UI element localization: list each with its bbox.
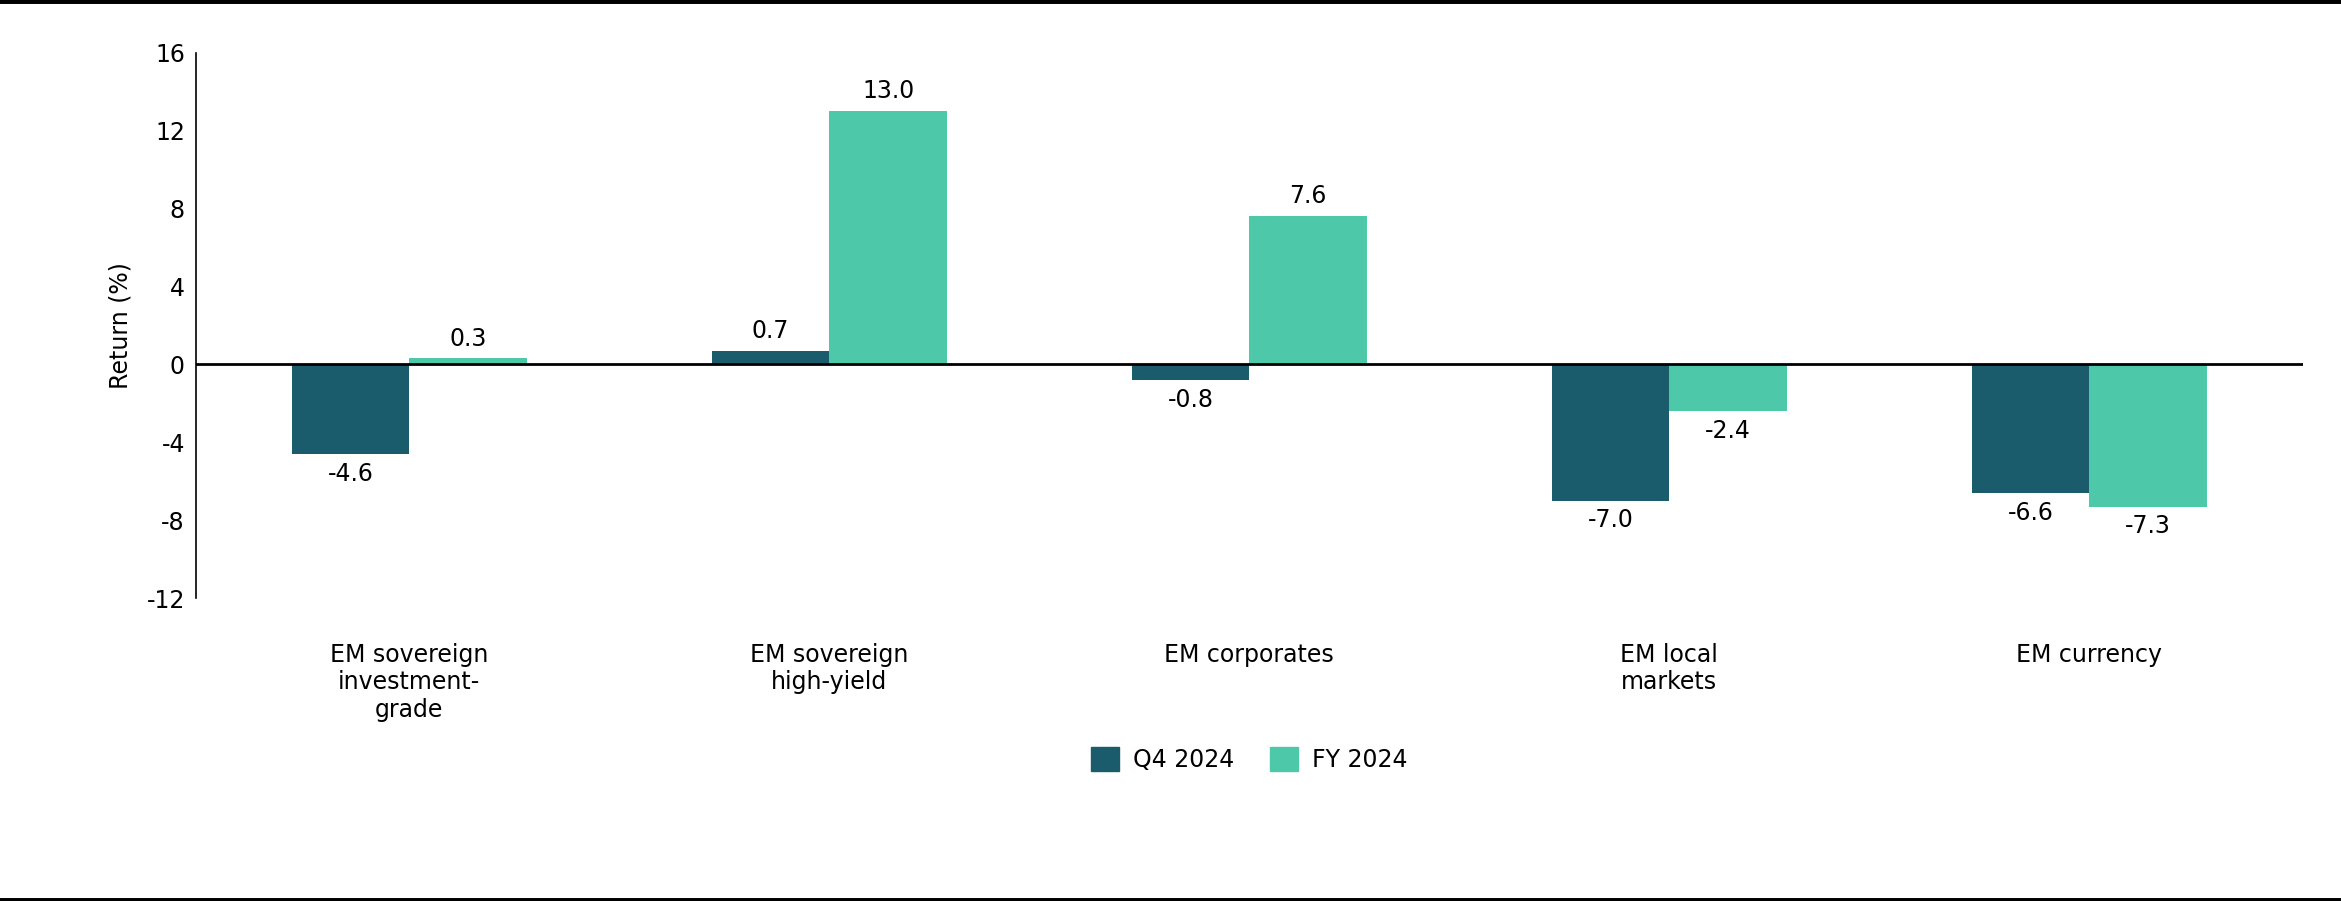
Text: -0.8: -0.8 xyxy=(1168,387,1213,412)
Legend: Q4 2024, FY 2024: Q4 2024, FY 2024 xyxy=(1082,737,1416,781)
Bar xyxy=(829,111,946,364)
Text: -7.3: -7.3 xyxy=(2126,514,2170,538)
Bar xyxy=(410,359,527,364)
Text: 0.7: 0.7 xyxy=(751,319,789,343)
Bar xyxy=(293,364,410,454)
Text: 7.6: 7.6 xyxy=(1290,185,1327,208)
Y-axis label: Return (%): Return (%) xyxy=(108,262,133,388)
Bar xyxy=(1552,364,1669,501)
Text: -2.4: -2.4 xyxy=(1704,419,1751,442)
Text: -7.0: -7.0 xyxy=(1587,508,1634,532)
Bar xyxy=(712,350,829,364)
Text: -4.6: -4.6 xyxy=(328,461,375,486)
Bar xyxy=(1250,216,1367,364)
Bar xyxy=(1669,364,1786,411)
Bar xyxy=(1131,364,1250,380)
Text: 13.0: 13.0 xyxy=(861,79,915,104)
Text: -6.6: -6.6 xyxy=(2009,501,2053,524)
Text: 0.3: 0.3 xyxy=(449,327,487,350)
Bar xyxy=(1971,364,2088,493)
Bar xyxy=(2088,364,2208,506)
